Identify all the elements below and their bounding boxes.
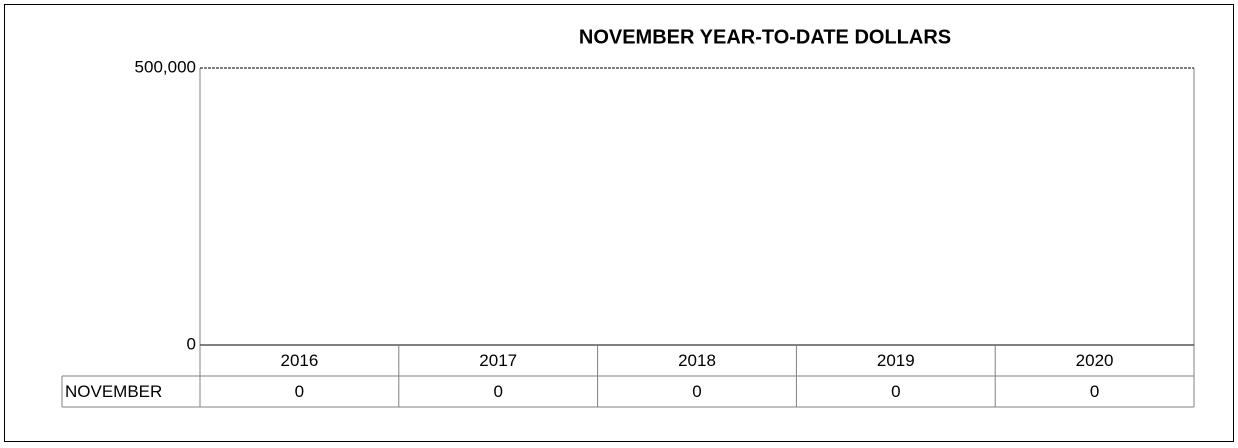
x-tick-label: 2016	[280, 351, 318, 370]
table-value: 0	[493, 382, 502, 401]
y-tick-label: 0	[187, 334, 196, 353]
x-tick-label: 2019	[877, 351, 915, 370]
table-value: 0	[295, 382, 304, 401]
chart-border	[4, 4, 1234, 442]
y-tick-label: 500,000	[135, 57, 196, 76]
x-tick-label: 2017	[479, 351, 517, 370]
legend-label: NOVEMBER	[65, 382, 162, 401]
table-value: 0	[1090, 382, 1099, 401]
chart-title: NOVEMBER YEAR-TO-DATE DOLLARS	[579, 26, 951, 48]
x-tick-label: 2020	[1076, 351, 1114, 370]
table-value: 0	[891, 382, 900, 401]
table-value: 0	[692, 382, 701, 401]
x-tick-label: 2018	[678, 351, 716, 370]
